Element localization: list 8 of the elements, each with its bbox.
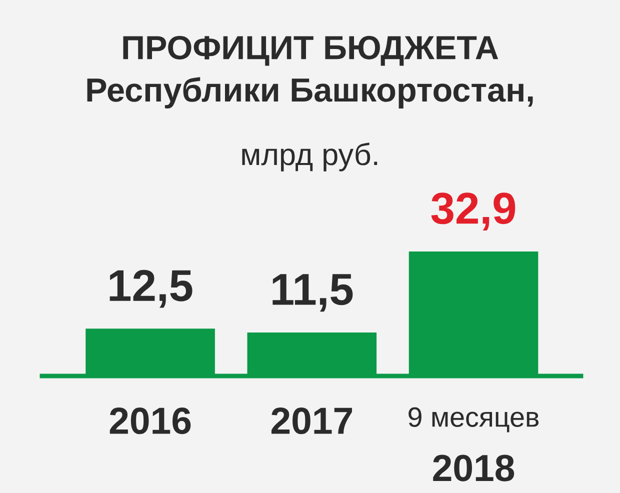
x-tick-label: 2017 [272, 408, 352, 434]
data-label: 11,5 [272, 274, 353, 312]
data-label: 32,9 [431, 192, 516, 231]
chart-subtitle: млрд руб. [242, 142, 378, 172]
data-label: 12,5 [110, 270, 192, 308]
x-tick-label: 2016 [110, 408, 191, 434]
x-tick-label: 9 месяцев 2018 [408, 407, 539, 482]
chart-title: ПРОФИЦИТ БЮДЖЕТА Республики Башкортостан, [87, 36, 533, 108]
